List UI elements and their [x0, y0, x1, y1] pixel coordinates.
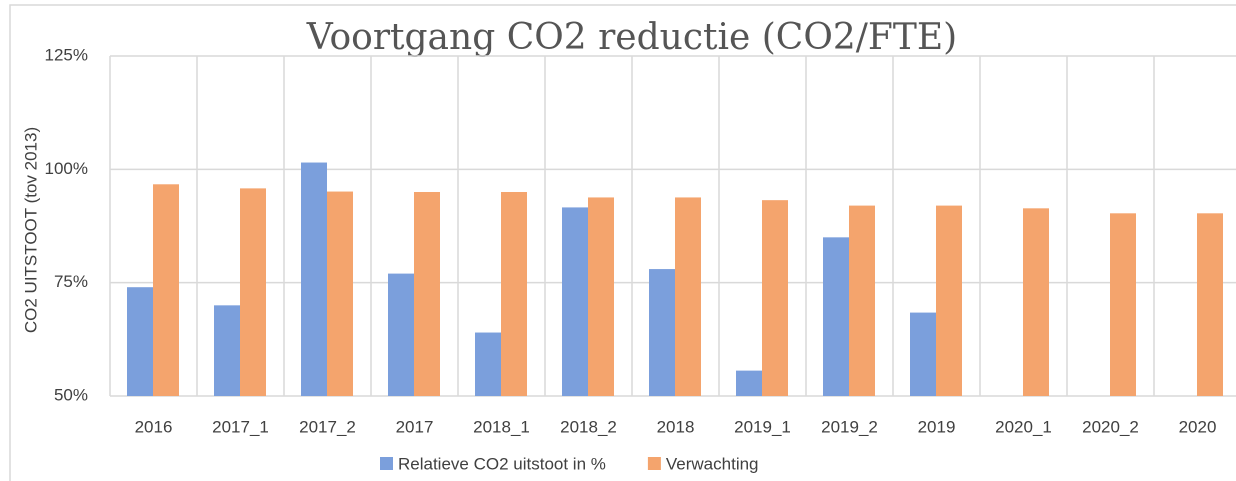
legend-label: Verwachting: [666, 454, 759, 473]
bar: [1197, 213, 1223, 396]
bar: [562, 207, 588, 396]
chart-border: [9, 4, 1236, 481]
bar: [1110, 213, 1136, 396]
x-tick-label: 2017_2: [299, 417, 356, 436]
x-tick-label: 2018: [657, 417, 695, 436]
x-tick-label: 2020: [1179, 417, 1217, 436]
bar: [736, 370, 762, 396]
bar: [327, 191, 353, 396]
bar: [823, 237, 849, 396]
bar: [301, 162, 327, 396]
bar: [501, 192, 527, 396]
x-tick-label: 2018_1: [473, 417, 530, 436]
x-tick-label: 2017: [396, 417, 434, 436]
bar: [475, 332, 501, 396]
x-tick-label: 2018_2: [560, 417, 617, 436]
y-tick-label: 50%: [54, 385, 88, 404]
y-axis-label: CO2 UITSTOOT (tov 2013): [21, 127, 40, 333]
x-tick-label: 2016: [135, 417, 173, 436]
bar: [936, 205, 962, 396]
bar: [649, 269, 675, 396]
x-tick-label: 2019_1: [734, 417, 791, 436]
y-tick-label: 75%: [54, 272, 88, 291]
bar: [153, 184, 179, 396]
x-tick-label: 2020_2: [1082, 417, 1139, 436]
bar: [414, 192, 440, 396]
bar: [588, 197, 614, 396]
bar: [240, 188, 266, 396]
legend-swatch: [380, 457, 393, 470]
bar: [214, 305, 240, 396]
bar: [1023, 208, 1049, 396]
chart-title: Voortgang CO2 reductie (CO2/FTE): [306, 17, 957, 58]
x-tick-label: 2017_1: [212, 417, 269, 436]
y-tick-label: 100%: [45, 159, 88, 178]
y-tick-label: 125%: [45, 45, 88, 64]
bar: [910, 312, 936, 396]
x-tick-label: 2019: [918, 417, 956, 436]
bar: [675, 197, 701, 396]
x-tick-label: 2019_2: [821, 417, 878, 436]
x-tick-label: 2020_1: [995, 417, 1052, 436]
bar: [762, 200, 788, 396]
bar: [849, 205, 875, 396]
legend-label: Relatieve CO2 uitstoot in %: [398, 454, 606, 473]
bar: [388, 273, 414, 396]
legend-swatch: [647, 457, 661, 470]
bar: [127, 287, 153, 396]
